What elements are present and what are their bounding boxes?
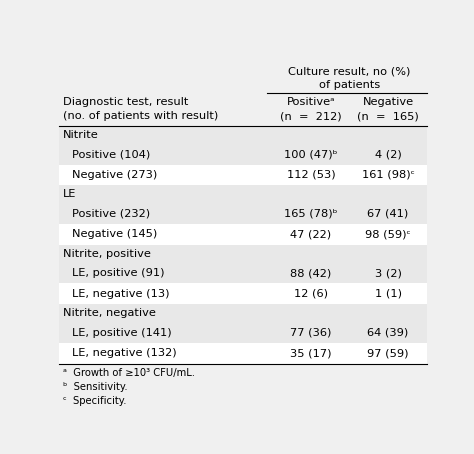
Text: LE: LE <box>63 189 76 199</box>
Text: 98 (59)ᶜ: 98 (59)ᶜ <box>365 229 411 239</box>
Text: LE, negative (132): LE, negative (132) <box>72 348 177 358</box>
Text: Diagnostic test, result: Diagnostic test, result <box>63 97 188 107</box>
Text: ᵇ  Sensitivity.: ᵇ Sensitivity. <box>63 382 128 392</box>
Text: 4 (2): 4 (2) <box>374 149 401 159</box>
Bar <box>59 245 427 263</box>
Text: ᶜ  Specificity.: ᶜ Specificity. <box>63 396 127 406</box>
Bar <box>59 203 427 224</box>
Bar <box>59 144 427 165</box>
Text: Positive (232): Positive (232) <box>72 209 150 219</box>
Text: of patients: of patients <box>319 80 380 90</box>
Text: Positive (104): Positive (104) <box>72 149 150 159</box>
Text: Nitrite: Nitrite <box>63 130 99 140</box>
Bar <box>59 283 427 304</box>
Bar <box>59 304 427 322</box>
Text: LE, negative (13): LE, negative (13) <box>72 289 170 299</box>
Text: 64 (39): 64 (39) <box>367 328 409 338</box>
Text: 97 (59): 97 (59) <box>367 348 409 358</box>
Text: Culture result, no (%): Culture result, no (%) <box>288 66 410 76</box>
Text: 35 (17): 35 (17) <box>290 348 332 358</box>
Text: 100 (47)ᵇ: 100 (47)ᵇ <box>284 149 337 159</box>
Text: 88 (42): 88 (42) <box>290 268 331 278</box>
Text: LE, positive (91): LE, positive (91) <box>72 268 164 278</box>
Bar <box>59 224 427 245</box>
Bar <box>59 343 427 364</box>
Text: (n  =  212): (n = 212) <box>280 111 342 121</box>
Text: Negative (145): Negative (145) <box>72 229 157 239</box>
Text: 47 (22): 47 (22) <box>290 229 331 239</box>
Text: ᵃ  Growth of ≥10³ CFU/mL.: ᵃ Growth of ≥10³ CFU/mL. <box>63 368 195 378</box>
Bar <box>59 185 427 203</box>
Bar <box>59 165 427 185</box>
Text: (n  =  165): (n = 165) <box>357 111 419 121</box>
Text: 165 (78)ᵇ: 165 (78)ᵇ <box>284 209 337 219</box>
Text: Negative (273): Negative (273) <box>72 170 157 180</box>
Text: Positiveᵃ: Positiveᵃ <box>287 97 335 107</box>
Text: 3 (2): 3 (2) <box>374 268 401 278</box>
Text: Nitrite, negative: Nitrite, negative <box>63 308 156 318</box>
Bar <box>59 322 427 343</box>
Text: Negative: Negative <box>363 97 414 107</box>
Text: LE, positive (141): LE, positive (141) <box>72 328 172 338</box>
Text: 77 (36): 77 (36) <box>290 328 332 338</box>
Text: (no. of patients with result): (no. of patients with result) <box>63 111 218 121</box>
Text: Nitrite, positive: Nitrite, positive <box>63 249 151 259</box>
Text: 112 (53): 112 (53) <box>287 170 335 180</box>
Text: 67 (41): 67 (41) <box>367 209 409 219</box>
Text: 12 (6): 12 (6) <box>294 289 328 299</box>
Bar <box>59 61 427 95</box>
Bar <box>59 126 427 144</box>
Text: 1 (1): 1 (1) <box>374 289 401 299</box>
Bar <box>59 263 427 283</box>
Text: 161 (98)ᶜ: 161 (98)ᶜ <box>362 170 414 180</box>
Bar <box>59 93 427 126</box>
